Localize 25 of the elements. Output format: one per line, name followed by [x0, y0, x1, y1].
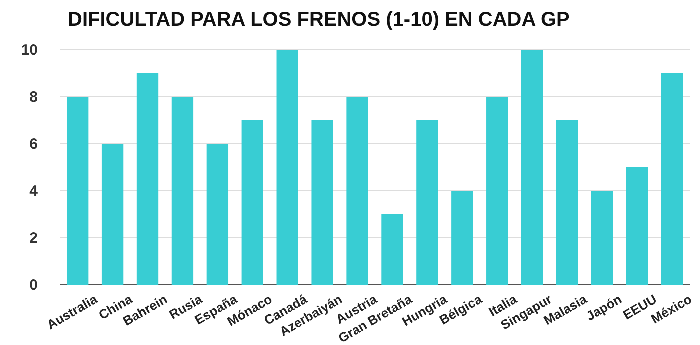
y-tick-label: 10 [21, 42, 38, 59]
bar [136, 74, 159, 285]
chart-title: DIFICULTAD PARA LOS FRENOS (1-10) EN CADA GP [68, 9, 570, 31]
bar [66, 97, 89, 285]
bar [661, 74, 684, 285]
y-tick-label: 0 [30, 276, 38, 294]
bar [242, 120, 264, 285]
bar [206, 144, 229, 285]
y-tick-label: 4 [30, 182, 39, 200]
bar [346, 97, 368, 285]
bar [591, 191, 614, 285]
bar [521, 50, 544, 285]
bar [486, 97, 508, 285]
y-tick-label: 6 [30, 136, 38, 153]
bar [102, 144, 124, 285]
bar [276, 50, 298, 285]
bar [556, 120, 578, 285]
bar [416, 120, 438, 285]
bar [626, 168, 648, 285]
bar [382, 214, 404, 285]
bar [312, 120, 334, 285]
y-tick-label: 8 [30, 88, 38, 106]
bar [172, 97, 194, 285]
bar [452, 191, 474, 285]
y-tick-label: 2 [30, 230, 38, 247]
